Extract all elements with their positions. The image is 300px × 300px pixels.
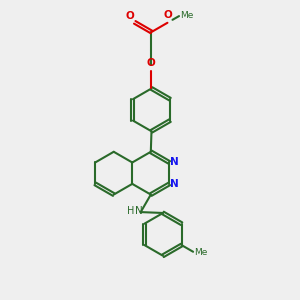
Text: H: H bbox=[127, 206, 134, 216]
Text: Me: Me bbox=[194, 248, 208, 257]
Text: N: N bbox=[135, 206, 142, 216]
Text: O: O bbox=[146, 58, 155, 68]
Text: O: O bbox=[164, 10, 173, 20]
Text: Me: Me bbox=[181, 11, 194, 20]
Text: O: O bbox=[126, 11, 135, 21]
Text: N: N bbox=[170, 158, 178, 167]
Text: N: N bbox=[170, 179, 178, 189]
